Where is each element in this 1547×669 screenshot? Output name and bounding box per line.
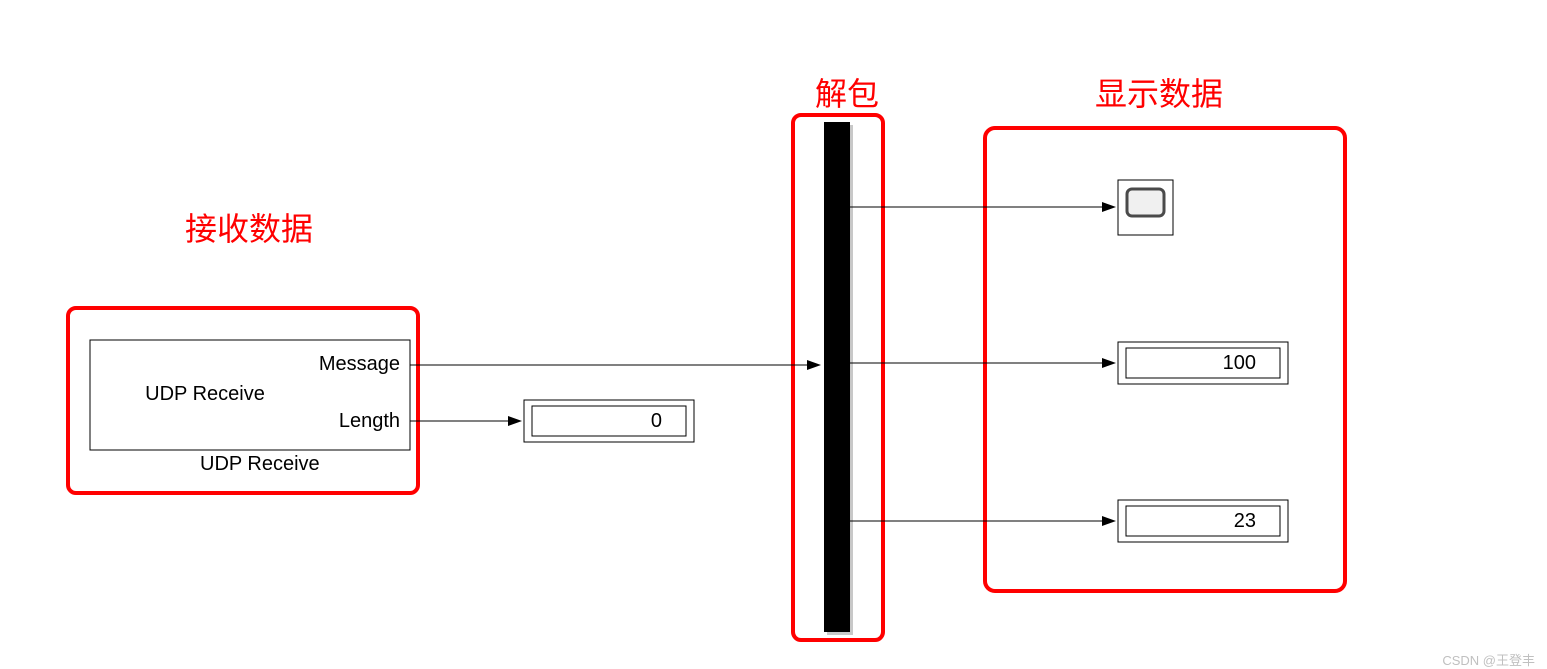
- display-23-value: 23: [1234, 510, 1256, 532]
- section-label-unpack: 解包: [815, 76, 879, 112]
- section-label-display: 显示数据: [1095, 76, 1223, 112]
- diagram-canvas: 接收数据 解包 显示数据 UDP Receive UDP Receive Message L…: [0, 0, 1547, 669]
- arrowhead-icon: [1102, 202, 1116, 212]
- bus-selector-block[interactable]: [824, 122, 850, 632]
- udp-block-caption: UDP Receive: [200, 453, 320, 475]
- display-23-inner: [1126, 506, 1280, 536]
- udp-block-title: UDP Receive: [145, 383, 265, 405]
- display-length-value: 0: [651, 410, 662, 432]
- scope-screen-icon: [1127, 189, 1164, 216]
- arrowhead-icon: [508, 416, 522, 426]
- display-length-inner: [532, 406, 686, 436]
- udp-port-message-label: Message: [319, 353, 400, 375]
- arrowhead-icon: [1102, 358, 1116, 368]
- udp-port-length-label: Length: [339, 410, 400, 432]
- display-100-inner: [1126, 348, 1280, 378]
- display-100-value: 100: [1223, 352, 1256, 374]
- arrowhead-icon: [1102, 516, 1116, 526]
- arrowhead-icon: [807, 360, 821, 370]
- section-label-receive: 接收数据: [185, 211, 313, 247]
- watermark-text: CSDN @王登丰: [1442, 653, 1535, 668]
